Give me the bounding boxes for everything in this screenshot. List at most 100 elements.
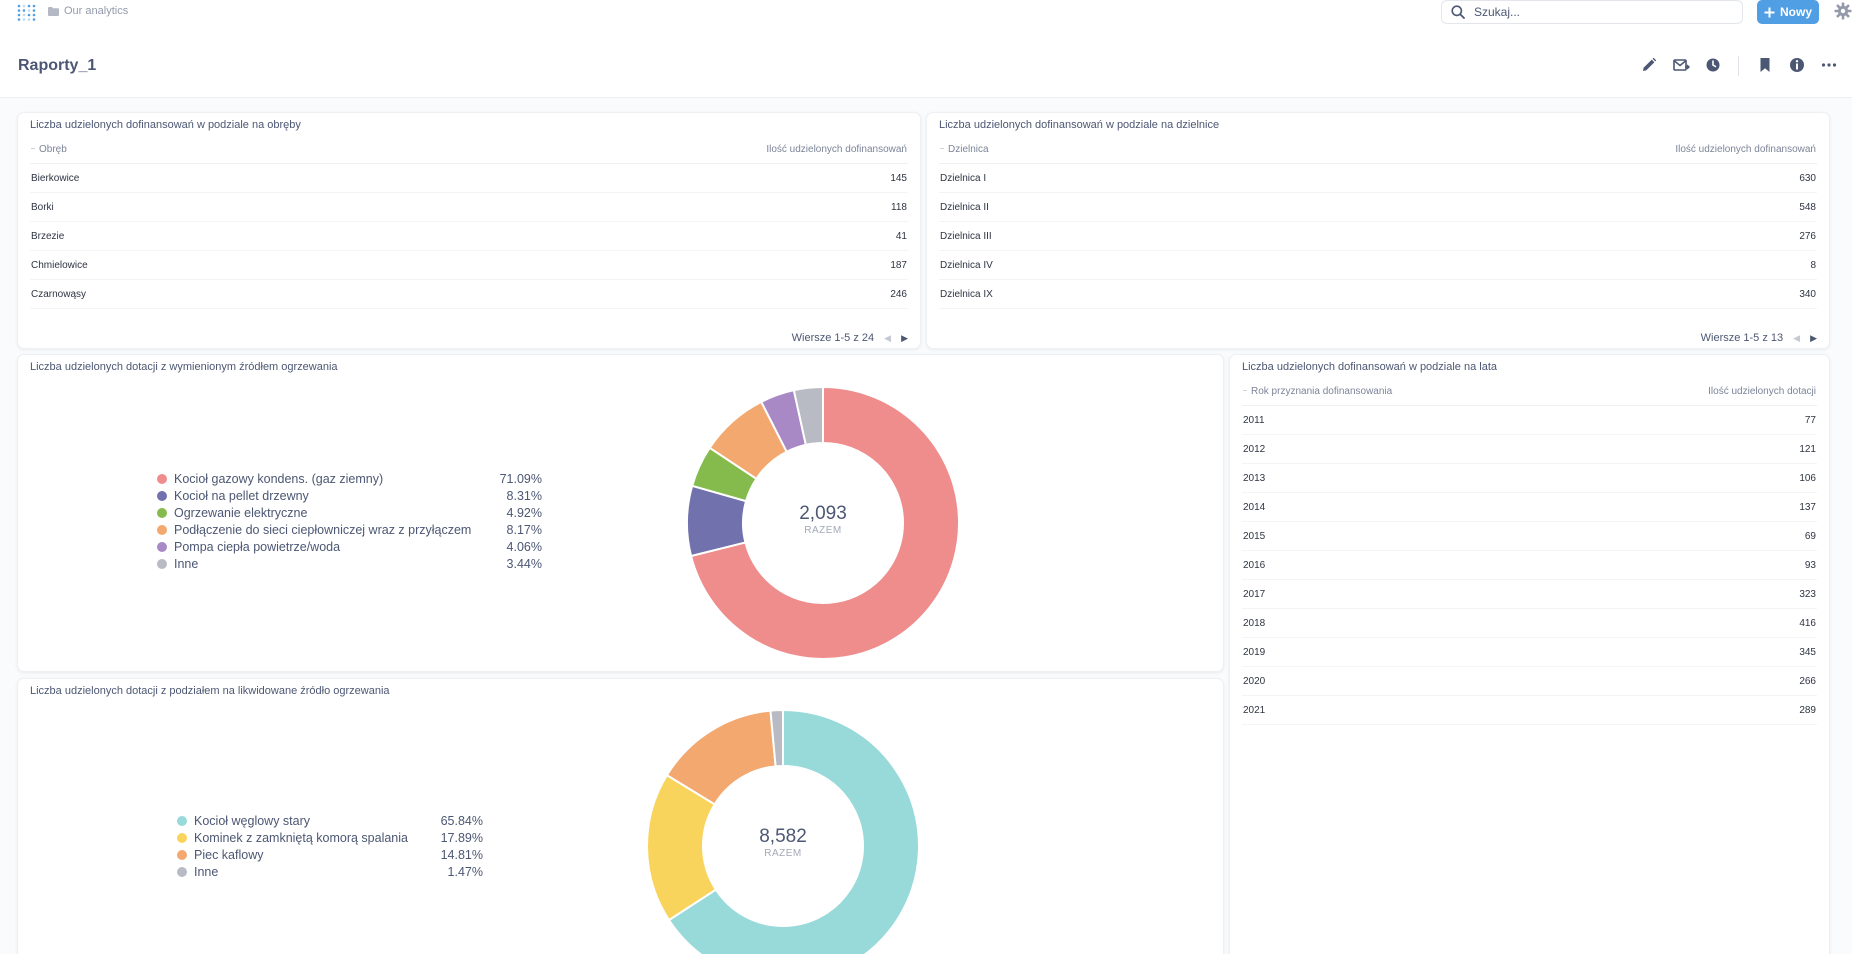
legend-item[interactable]: Podłączenie do sieci ciepłowniczej wraz … xyxy=(157,521,542,538)
table-row[interactable]: Czarnowąsy 246 xyxy=(30,280,908,309)
table-row[interactable]: 2011 77 xyxy=(1242,406,1817,435)
cell-value: 121 xyxy=(1799,443,1816,455)
breadcrumb[interactable]: Our analytics xyxy=(48,5,128,17)
card-title: Liczba udzielonych dofinansowań w podzia… xyxy=(1242,361,1498,373)
legend-percent: 17.89% xyxy=(440,830,483,845)
metabase-logo-icon[interactable] xyxy=(16,3,38,23)
legend-item[interactable]: Kocioł gazowy kondens. (gaz ziemny) 71.09… xyxy=(157,470,542,487)
cell-value: 93 xyxy=(1804,559,1816,571)
cell-value: 137 xyxy=(1799,501,1816,513)
card-title: Liczba udzielonych dofinansowań w podzia… xyxy=(939,119,1220,131)
more-options-icon[interactable] xyxy=(1820,56,1838,74)
donut-slice[interactable] xyxy=(792,385,824,447)
legend-item[interactable]: Piec kaflowy 14.81% xyxy=(177,846,483,863)
table-row[interactable]: 2017 323 xyxy=(1242,580,1817,609)
table-row[interactable]: Chmielowice 187 xyxy=(30,251,908,280)
legend-item[interactable]: Kocioł węglowy stary 65.84% xyxy=(177,812,483,829)
legend-label: Kocioł gazowy kondens. (gaz ziemny) xyxy=(174,471,384,486)
table-header: Rok przyznania dofinansowania Ilość udzi… xyxy=(1242,378,1817,406)
card-zrodlo-ogrzewania: Liczba udzielonych dotacji z wymienionym… xyxy=(17,354,1224,672)
table-row[interactable]: 2019 345 xyxy=(1242,638,1817,667)
legend-label: Inne xyxy=(194,864,219,879)
table-row[interactable]: 2020 266 xyxy=(1242,667,1817,696)
table-row[interactable]: Dzielnica I 630 xyxy=(939,164,1817,193)
donut-slice[interactable] xyxy=(689,385,960,660)
table-row[interactable]: Brzezie 41 xyxy=(30,222,908,251)
history-clock-icon[interactable] xyxy=(1704,56,1722,74)
chart-legend: Kocioł gazowy kondens. (gaz ziemny) 71.09… xyxy=(157,470,542,572)
search-bar[interactable]: Szukaj... xyxy=(1441,0,1743,24)
subscription-envelope-icon[interactable] xyxy=(1672,56,1690,74)
legend-item[interactable]: Inne 1.47% xyxy=(177,863,483,880)
table-row[interactable]: Dzielnica IX 340 xyxy=(939,280,1817,309)
cell-value: 69 xyxy=(1804,530,1816,542)
legend-item[interactable]: Ogrzewanie elektryczne 4.92% xyxy=(157,504,542,521)
cell-value: 630 xyxy=(1799,172,1816,184)
legend-item[interactable]: Inne 3.44% xyxy=(157,555,542,572)
legend-percent: 65.84% xyxy=(440,813,483,828)
legend-dot xyxy=(157,524,167,535)
donut-slice[interactable] xyxy=(667,708,920,954)
pagination: Wiersze 1-5 z 24 ◀ ▶ xyxy=(792,332,908,344)
column-header-rok[interactable]: Rok przyznania dofinansowania xyxy=(1243,386,1392,397)
table-row[interactable]: Dzielnica II 548 xyxy=(939,193,1817,222)
table-row[interactable]: 2012 121 xyxy=(1242,435,1817,464)
table-row[interactable]: 2018 416 xyxy=(1242,609,1817,638)
new-button[interactable]: Nowy xyxy=(1757,0,1819,24)
cell-value: 41 xyxy=(895,230,907,242)
legend-dot xyxy=(157,541,167,552)
legend-dot xyxy=(157,490,167,501)
gear-icon[interactable] xyxy=(1834,2,1852,20)
previous-page-icon[interactable]: ◀ xyxy=(884,332,892,343)
column-header-dzielnica[interactable]: Dzielnica xyxy=(940,144,989,155)
pagination-label: Wiersze 1-5 z 24 xyxy=(791,332,875,344)
table-row[interactable]: 2015 69 xyxy=(1242,522,1817,551)
legend-dot xyxy=(177,866,187,877)
card-likwidowane-zrodlo: Liczba udzielonych dotacji z podziałem n… xyxy=(17,678,1224,954)
legend-item[interactable]: Pompa ciepła powietrze/woda 4.06% xyxy=(157,538,542,555)
bookmark-icon[interactable] xyxy=(1756,56,1774,74)
table-row[interactable]: 2021 289 xyxy=(1242,696,1817,725)
next-page-icon[interactable]: ▶ xyxy=(1810,332,1817,343)
table-header: Dzielnica Ilość udzielonych dofinansowań xyxy=(939,136,1817,164)
table-row[interactable]: Dzielnica IV 8 xyxy=(939,251,1817,280)
legend-percent: 1.47% xyxy=(447,864,483,879)
header-divider xyxy=(1738,56,1739,76)
column-header-count[interactable]: Ilość udzielonych dotacji xyxy=(1708,386,1816,397)
legend-item[interactable]: Kocioł na pellet drzewny 8.31% xyxy=(157,487,542,504)
cell-year: 2016 xyxy=(1243,559,1266,571)
pagination: Wiersze 1-5 z 13 ◀ ▶ xyxy=(1701,332,1817,344)
cell-year: 2012 xyxy=(1243,443,1266,455)
cell-value: 266 xyxy=(1799,675,1816,687)
cell-name: Borki xyxy=(31,201,54,213)
legend-dot xyxy=(177,832,187,843)
donut-slice[interactable] xyxy=(769,708,784,768)
cell-name: Bierkowice xyxy=(31,172,80,184)
column-header-obreb[interactable]: Obręb xyxy=(31,144,67,155)
edit-pencil-icon[interactable] xyxy=(1640,56,1658,74)
breadcrumb-collection[interactable]: Our analytics xyxy=(64,5,129,17)
info-icon[interactable] xyxy=(1788,56,1806,74)
column-header-count[interactable]: Ilość udzielonych dofinansowań xyxy=(766,144,907,155)
table-row[interactable]: Bierkowice 145 xyxy=(30,164,908,193)
table-row[interactable]: 2016 93 xyxy=(1242,551,1817,580)
table-row[interactable]: Dzielnica III 276 xyxy=(939,222,1817,251)
next-page-icon[interactable]: ▶ xyxy=(901,332,908,343)
previous-page-icon[interactable]: ◀ xyxy=(1793,332,1801,343)
dashboard-title[interactable]: Raporty_1 xyxy=(18,57,97,74)
cell-name: Dzielnica II xyxy=(940,201,989,213)
cell-year: 2014 xyxy=(1243,501,1266,513)
cell-value: 416 xyxy=(1799,617,1816,629)
legend-label: Pompa ciepła powietrze/woda xyxy=(174,539,341,554)
cell-value: 77 xyxy=(1804,414,1816,426)
legend-item[interactable]: Kominek z zamkniętą komorą spalania 17.89… xyxy=(177,829,483,846)
cell-value: 548 xyxy=(1799,201,1816,213)
donut-chart xyxy=(646,708,920,954)
table-row[interactable]: 2014 137 xyxy=(1242,493,1817,522)
legend-percent: 8.31% xyxy=(506,488,542,503)
cell-name: Chmielowice xyxy=(31,259,88,271)
cell-name: Dzielnica III xyxy=(940,230,992,242)
table-row[interactable]: Borki 118 xyxy=(30,193,908,222)
column-header-count[interactable]: Ilość udzielonych dofinansowań xyxy=(1675,144,1816,155)
table-row[interactable]: 2013 106 xyxy=(1242,464,1817,493)
